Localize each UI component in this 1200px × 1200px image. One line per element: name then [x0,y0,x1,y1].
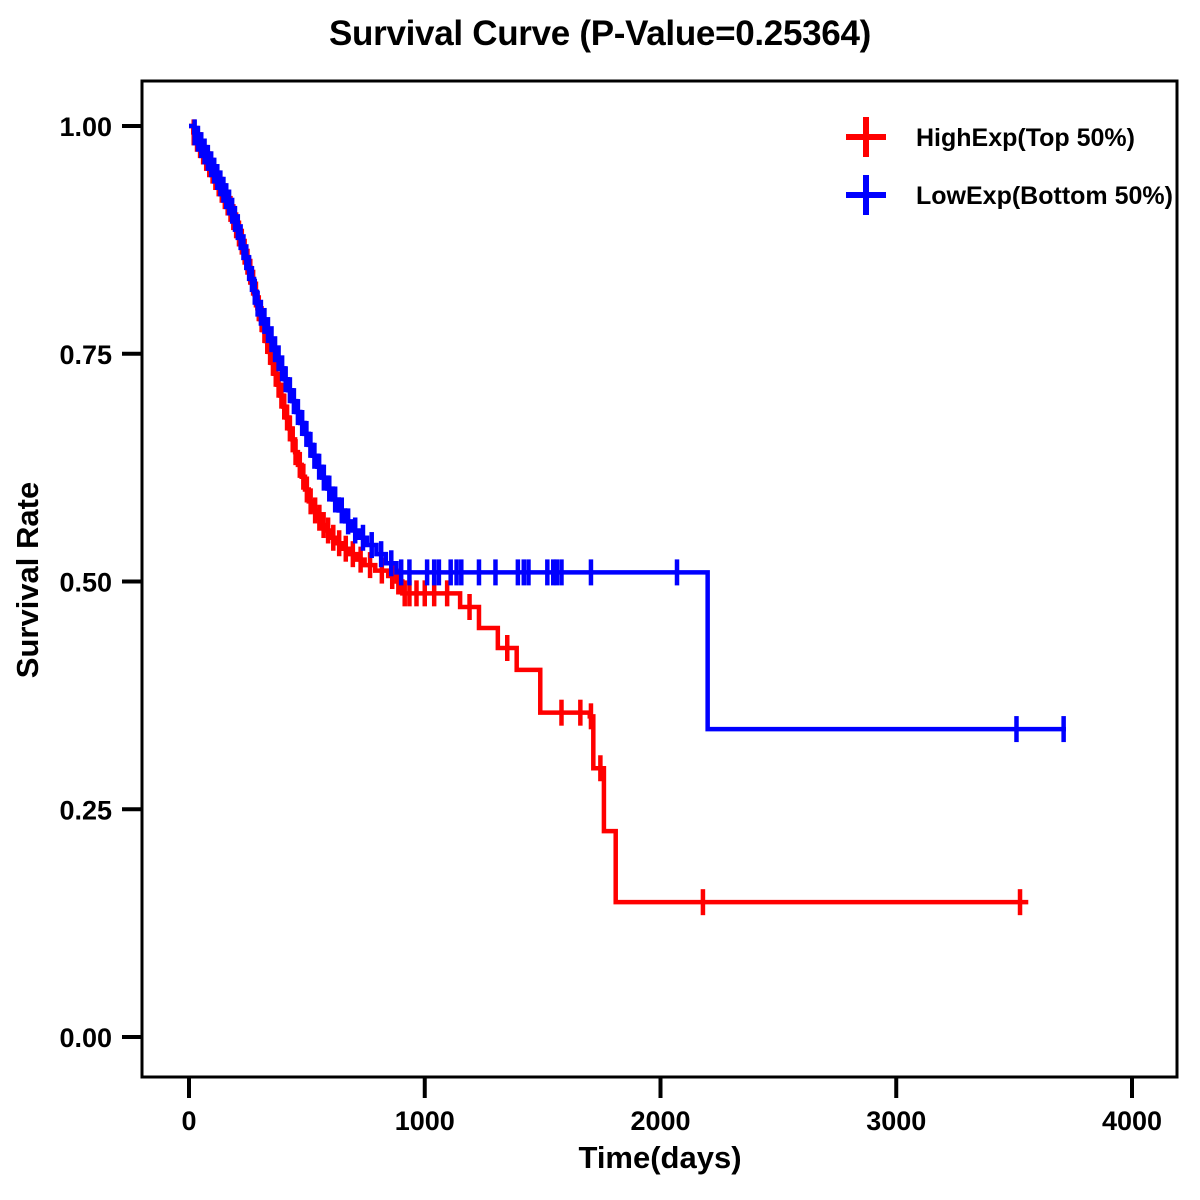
y-axis-ticks: 0.00 0.25 0.50 0.75 1.00 [59,112,142,1053]
x-tick-label: 1000 [395,1106,455,1136]
y-tick-label: 0.50 [59,568,112,598]
legend-item-lowexp[interactable]: LowExp(Bottom 50%) [846,175,1173,215]
x-tick-label: 2000 [630,1106,690,1136]
x-axis-title: Time(days) [578,1140,741,1175]
legend-label: HighExp(Top 50%) [916,124,1135,152]
censor-marks [191,119,1023,916]
censor-marks [192,119,1066,743]
legend-label: LowExp(Bottom 50%) [916,182,1173,210]
series-lowexp [189,119,1066,743]
x-tick-label: 0 [181,1106,196,1136]
y-tick-label: 0.00 [59,1023,112,1053]
x-tick-label: 4000 [1102,1106,1162,1136]
chart-legend: HighExp(Top 50%) LowExp(Bottom 50%) [846,117,1173,215]
series-layer [189,119,1066,916]
x-axis-ticks: 0 1000 2000 3000 4000 [181,1078,1162,1136]
series-highexp [189,119,1029,916]
page-title: Survival Curve (P-Value=0.25364) [329,14,871,53]
step-line [189,123,1066,732]
y-axis-title: Survival Rate [10,482,45,678]
plot-frame [140,79,1179,1079]
y-tick-label: 0.75 [59,340,112,370]
legend-item-highexp[interactable]: HighExp(Top 50%) [846,117,1135,157]
y-tick-label: 0.25 [59,795,112,825]
x-tick-label: 3000 [866,1106,926,1136]
y-tick-label: 1.00 [59,112,112,142]
